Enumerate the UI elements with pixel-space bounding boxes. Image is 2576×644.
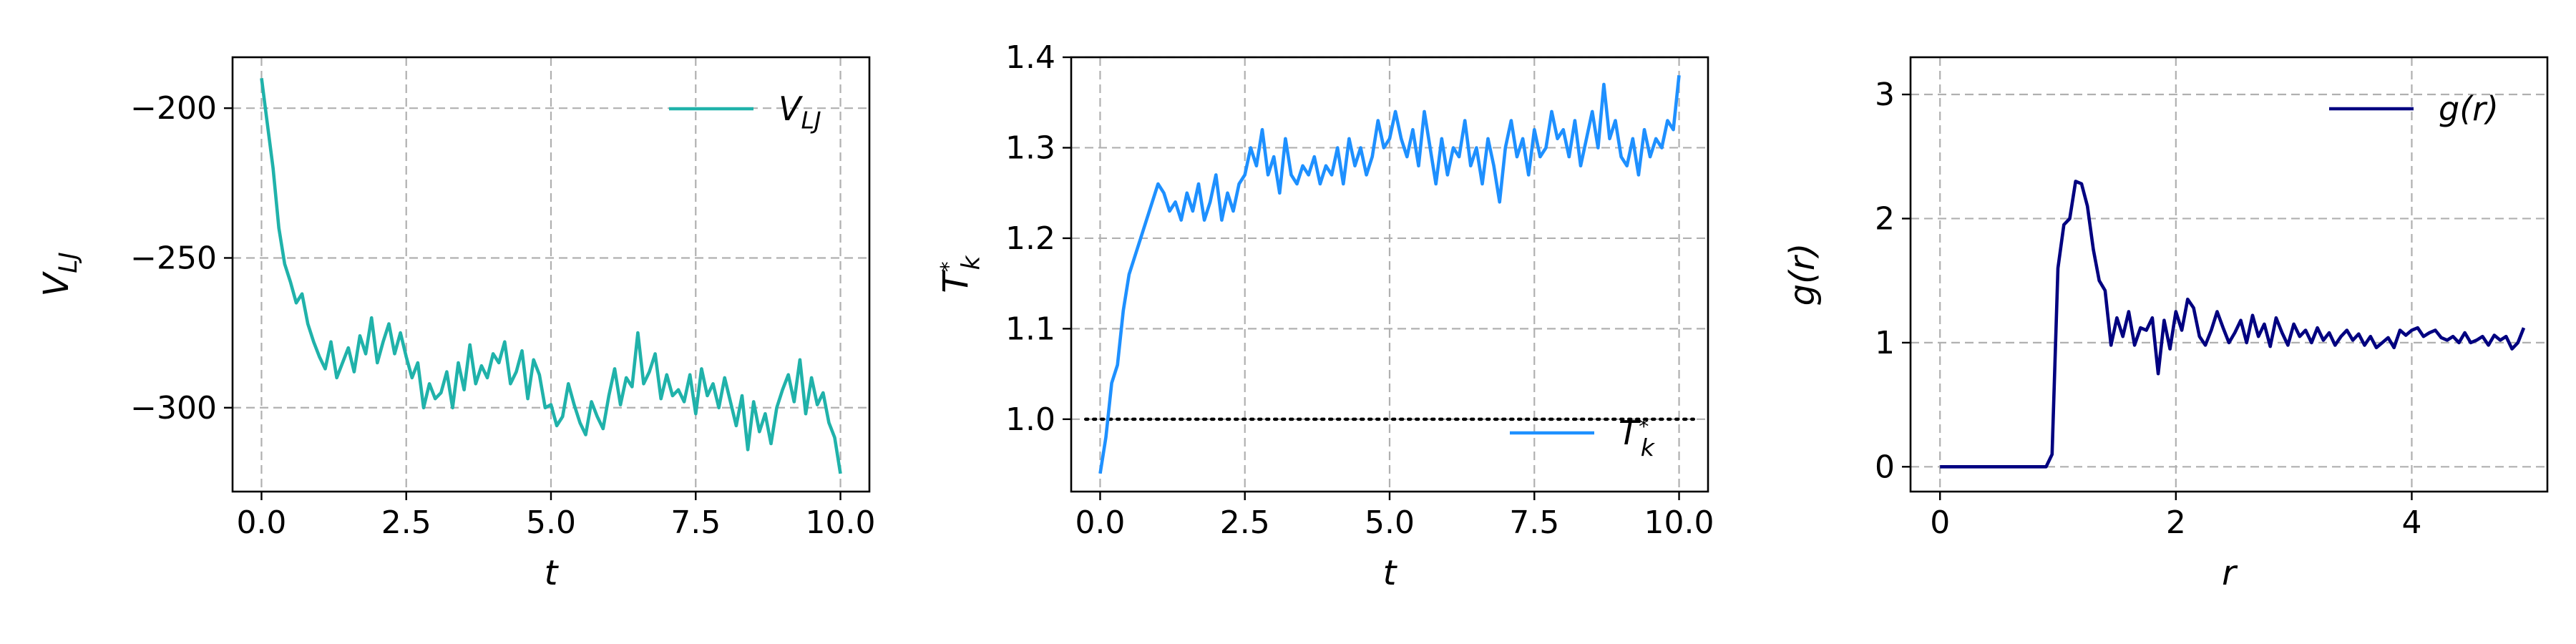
x-tick-label: 7.5 — [670, 504, 721, 541]
y-axis-label: VLJ — [36, 252, 83, 296]
y-tick-label: 0 — [1875, 449, 1895, 485]
legend: T* k — [1510, 414, 1656, 462]
potential-energy-panel: 0.0 2.5 5.0 7.5 10.0 −200 −250 −300 t VLJ VLJ — [36, 56, 876, 593]
legend: VLJ — [669, 89, 821, 135]
x-axis-label: t — [1383, 553, 1398, 593]
legend: g(r) — [2329, 89, 2499, 128]
legend-label: g(r) — [2439, 89, 2499, 128]
y-tick-label: 3 — [1875, 77, 1895, 113]
x-tick-label: 0 — [1930, 504, 1950, 541]
x-tick-label: 10.0 — [806, 504, 876, 541]
x-tick-label: 4 — [2401, 504, 2421, 541]
y-tick-label: 1 — [1875, 325, 1895, 361]
y-tick-label: 1.4 — [1005, 39, 1055, 76]
x-tick-label: 0.0 — [236, 504, 286, 541]
y-tick-label: −300 — [130, 390, 217, 426]
series-line — [1940, 180, 2526, 469]
temperature-panel: 0.0 2.5 5.0 7.5 10.0 1.0 1.1 1.2 1.3 1.4 t T*k T* k — [936, 39, 1714, 593]
x-axis-label: t — [545, 553, 560, 593]
legend-label: T* k — [1619, 414, 1656, 462]
radial-distribution-panel: 0 2 4 0 1 2 3 r g(r) g(r) — [1782, 56, 2549, 593]
x-tick-label: 10.0 — [1644, 504, 1714, 541]
x-tick-label: 2 — [2166, 504, 2186, 541]
y-tick-label: −250 — [130, 240, 217, 276]
x-tick-label: 5.0 — [526, 504, 576, 541]
y-tick-label: 1.0 — [1005, 401, 1055, 438]
x-tick-label: 5.0 — [1365, 504, 1415, 541]
axes-frame — [1909, 56, 2549, 493]
grid — [233, 57, 869, 492]
series-line — [260, 78, 842, 474]
grid — [1911, 57, 2547, 492]
x-axis-label: r — [2222, 553, 2238, 593]
y-tick-label: 1.1 — [1005, 311, 1055, 347]
x-tick-label: 7.5 — [1509, 504, 1559, 541]
y-tick-label: −200 — [130, 90, 217, 127]
y-tick-label: 2 — [1875, 200, 1895, 237]
x-tick-label: 2.5 — [381, 504, 431, 541]
y-tick-label: 1.2 — [1005, 220, 1055, 257]
y-axis-label: g(r) — [1782, 243, 1823, 306]
x-tick-label: 2.5 — [1220, 504, 1270, 541]
legend-label: VLJ — [779, 89, 821, 135]
y-axis-label: T*k — [936, 254, 985, 293]
series-line — [1098, 75, 1681, 474]
x-tick-label: 0.0 — [1075, 504, 1125, 541]
y-tick-label: 1.3 — [1005, 130, 1055, 166]
